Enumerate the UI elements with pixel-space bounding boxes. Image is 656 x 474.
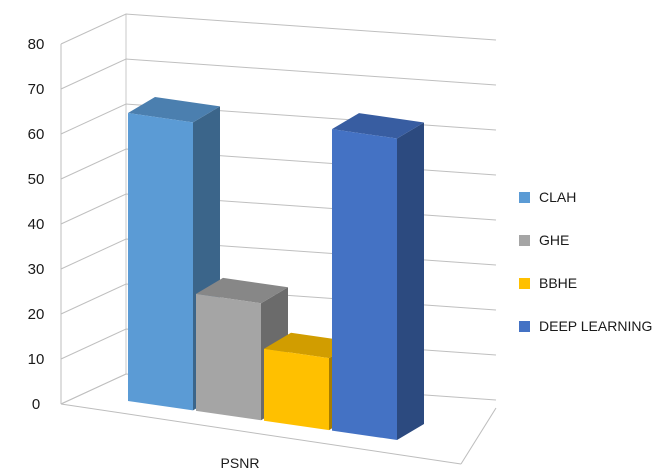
legend-label: CLAH [539,189,576,205]
legend-swatch [519,235,530,246]
y-tick-label: 0 [32,396,40,413]
legend-swatch [519,321,530,332]
bar-front [332,129,397,441]
bar-deep-learning [332,113,424,441]
y-tick-label: 80 [28,36,45,53]
bar-top [332,113,424,139]
bar-front [264,348,329,431]
legend-swatch [519,278,530,289]
y-tick-label: 30 [28,261,45,278]
y-tick-label: 40 [28,216,45,233]
legend-swatch [519,192,530,203]
gridline [60,13,497,45]
legend: CLAH GHE BBHE DEEP LEARNING [519,189,652,334]
bar-top [196,277,288,304]
legend-label: GHE [539,232,569,248]
y-axis-ticks: 0 10 20 30 40 50 60 70 80 [28,36,45,413]
y-tick-label: 20 [28,306,45,323]
y-tick-label: 10 [28,351,45,368]
y-tick-label: 60 [28,126,45,143]
bars [128,97,424,441]
legend-label: BBHE [539,275,577,291]
bar-front [196,293,261,421]
bar-front [128,113,193,411]
x-category-label: PSNR [221,455,260,471]
bar-top [128,97,220,123]
gridline [60,58,497,90]
y-tick-label: 70 [28,81,45,98]
bar-side [397,122,424,441]
floor-front-edge [60,403,462,465]
floor-right-edge [460,407,497,465]
legend-label: DEEP LEARNING [539,318,652,334]
y-tick-label: 50 [28,171,45,188]
